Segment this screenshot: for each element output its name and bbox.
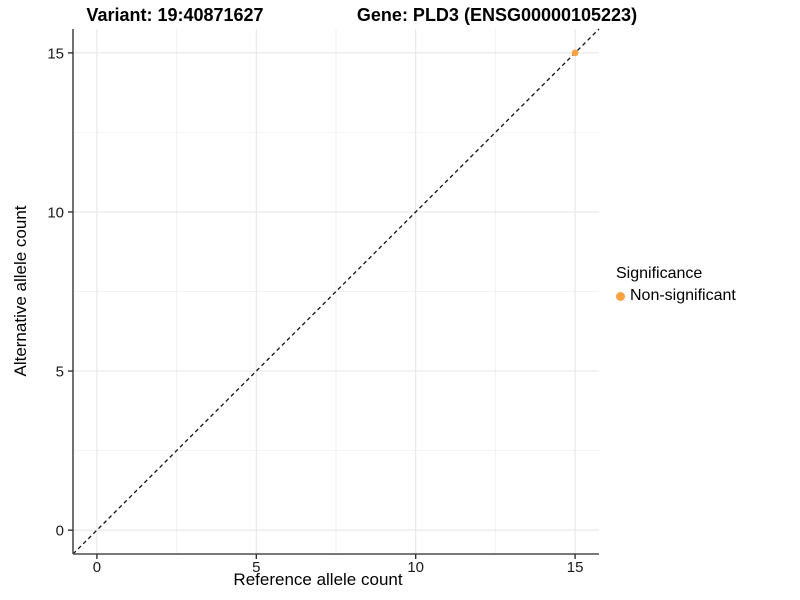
legend-item-label: Non-significant	[630, 287, 736, 304]
legend-title: Significance	[616, 265, 703, 282]
legend: Significance Non-significant	[616, 265, 736, 305]
y-tick-label: 10	[47, 204, 64, 221]
plot-title-gene: Gene: PLD3 (ENSG00000105223)	[356, 5, 638, 25]
x-tick-label: 5	[252, 559, 260, 576]
identity-reference-line	[72, 28, 600, 555]
x-axis-title: Reference allele count	[233, 570, 403, 589]
plot-title-variant: Variant: 19:40871627	[86, 5, 264, 25]
data-point	[571, 49, 579, 57]
x-tick-label: 0	[93, 559, 101, 576]
y-tick-label: 15	[47, 45, 64, 62]
legend-item-non-significant: Non-significant	[616, 287, 736, 305]
y-tick-label: 5	[56, 364, 64, 381]
y-tick-label: 0	[56, 523, 64, 540]
x-tick-label: 15	[567, 559, 584, 576]
x-tick-label: 10	[407, 559, 424, 576]
legend-point-icon	[616, 291, 625, 301]
y-axis-title: Alternative allele count	[11, 205, 30, 377]
